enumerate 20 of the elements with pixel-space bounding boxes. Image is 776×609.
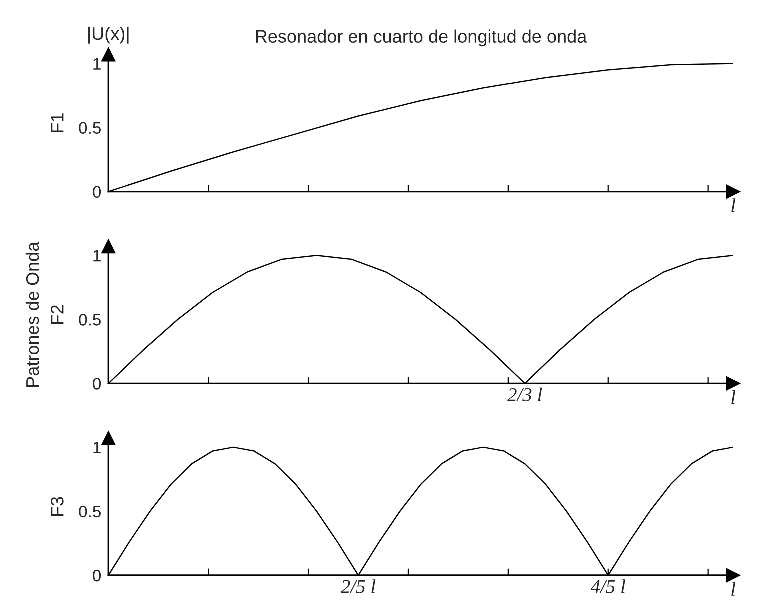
y-axis-title: F1 (51, 114, 64, 132)
x-axis-title: l (732, 198, 736, 212)
y-tick-label: 0 (93, 570, 102, 582)
text: 2/5 l (340, 580, 376, 594)
y-tick-label: 0.5 (79, 314, 101, 326)
y-tick-label: 0.5 (79, 122, 101, 134)
y-tick-label: 0 (93, 378, 102, 390)
y-tick-label: 0.5 (79, 506, 101, 518)
text: 2/3 l (508, 388, 542, 402)
text: 4/5 l (590, 580, 626, 594)
y-tick-label: 0 (93, 186, 102, 198)
y-axis-title: F3 (51, 497, 64, 516)
chart-title: Resonador en cuarto de longitud de onda (256, 30, 588, 47)
text: |U(x)| (88, 26, 129, 44)
x-axis-title: l (732, 582, 736, 596)
y-tick-label: 1 (94, 250, 101, 262)
x-axis-title: l (732, 390, 736, 404)
y-tick-label: 1 (94, 58, 101, 70)
y-tick-label: 1 (94, 442, 101, 454)
y-axis-title: Patrones de Onda F2 (26, 242, 64, 387)
